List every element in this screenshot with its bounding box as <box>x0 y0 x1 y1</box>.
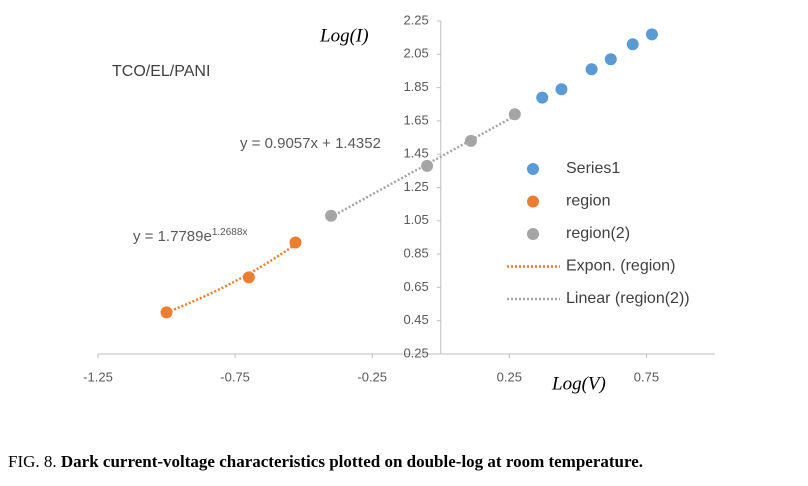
point <box>555 83 568 96</box>
x-tick-label: 0.25 <box>497 369 522 384</box>
y-axis-title: Log(I) <box>319 25 369 46</box>
point <box>242 271 255 284</box>
x-tick-label: 0.75 <box>634 369 659 384</box>
y-tick-label: 1.65 <box>403 112 428 127</box>
point <box>626 38 639 51</box>
point <box>160 306 173 319</box>
legend-marker <box>527 228 539 240</box>
legend-label: Series1 <box>566 160 620 177</box>
point <box>508 108 521 121</box>
equation-text: y = 1.7789e <box>133 228 212 245</box>
point <box>604 53 617 66</box>
trend-equation: y = 0.9057x + 1.4352 <box>240 135 381 152</box>
y-tick-label: 0.65 <box>403 279 428 294</box>
y-tick-label: 0.45 <box>403 312 428 327</box>
point <box>536 91 549 104</box>
legend-label: region <box>566 193 610 210</box>
point <box>464 134 477 147</box>
legend-marker <box>527 163 539 175</box>
point <box>585 63 598 76</box>
y-tick-label: 1.05 <box>403 212 428 227</box>
equation-text: y = 0.9057x + 1.4352 <box>240 135 381 152</box>
x-tick-label: -0.25 <box>357 369 387 384</box>
y-tick-label: 2.05 <box>403 46 428 61</box>
caption: FIG. 8. Dark current-voltage characteris… <box>8 452 643 471</box>
caption-prefix: FIG. 8. <box>8 452 57 471</box>
legend-marker <box>527 195 539 208</box>
y-tick-label: 2.25 <box>403 12 428 27</box>
y-tick-label: 0.85 <box>403 246 428 261</box>
point <box>645 28 658 41</box>
point <box>289 236 302 249</box>
point <box>325 209 338 222</box>
legend-label: Linear (region(2)) <box>566 290 690 307</box>
caption-text: Dark current-voltage characteristics plo… <box>61 452 643 471</box>
y-tick-label: 1.45 <box>403 146 428 161</box>
x-tick-label: -0.75 <box>220 369 250 384</box>
x-tick-label: -1.25 <box>83 369 113 384</box>
point <box>421 159 434 172</box>
equation-exponent: 1.2688x <box>212 227 248 238</box>
x-axis-title: Log(V) <box>551 373 606 394</box>
annotation: TCO/EL/PANI <box>112 63 210 80</box>
y-tick-label: 1.25 <box>403 179 428 194</box>
trend-equation: y = 1.7789e1.2688x <box>133 227 247 245</box>
trendline <box>166 243 297 314</box>
legend-label: Expon. (region) <box>566 258 675 275</box>
y-tick-label: 1.85 <box>403 79 428 94</box>
legend-label: region(2) <box>566 225 630 242</box>
y-tick-label: 0.25 <box>403 345 428 360</box>
